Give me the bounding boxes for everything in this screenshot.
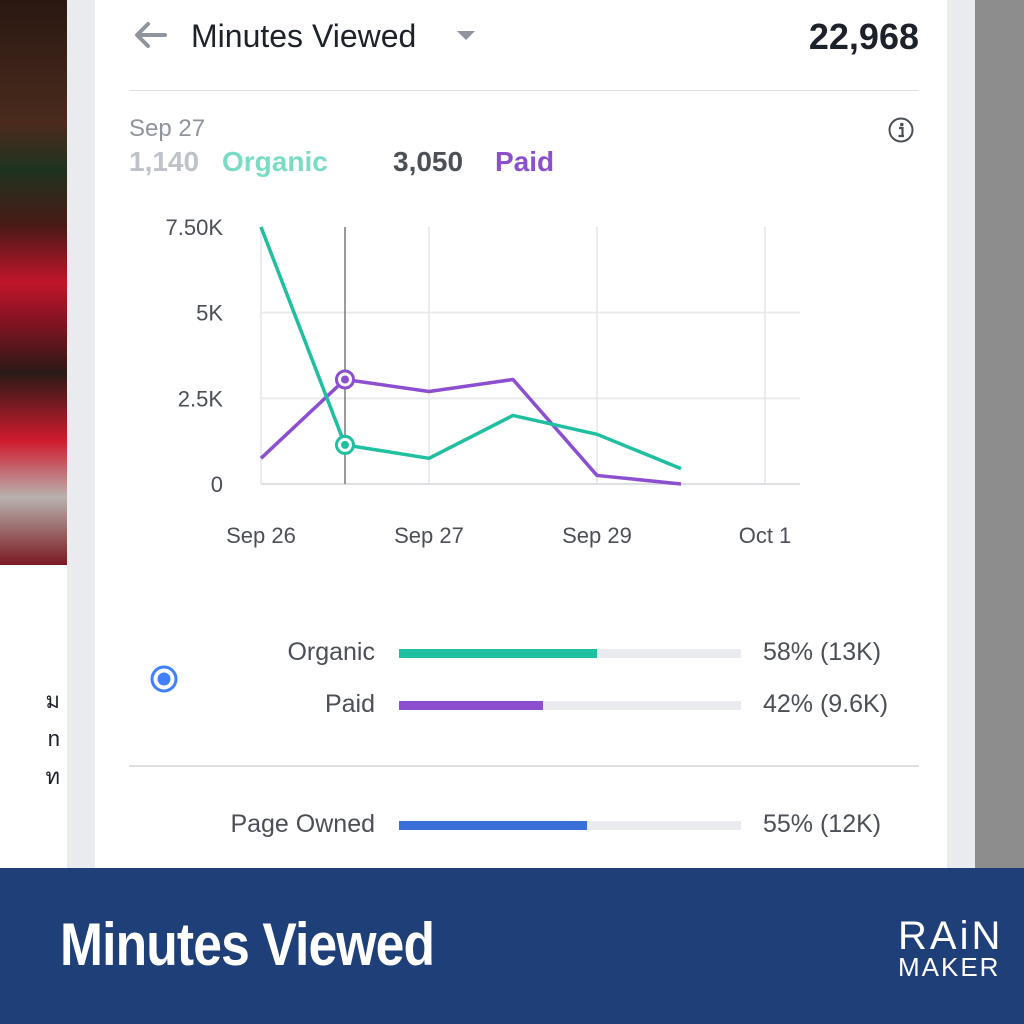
y-tick-label: 2.5K — [178, 386, 224, 411]
tooltip-paid-label: Paid — [495, 146, 555, 177]
y-tick-label: 7.50K — [166, 215, 224, 240]
post-text-fragment: ม n ท — [0, 682, 60, 796]
owned-bar — [399, 821, 741, 830]
post-photo — [0, 0, 67, 565]
highlight-marker-dot-paid — [341, 375, 349, 384]
x-tick-label: Sep 27 — [394, 523, 464, 548]
distribution-value-organic: 58% (13K) — [763, 638, 882, 666]
dropdown-caret-icon[interactable] — [457, 31, 475, 40]
distribution-fill-organic — [399, 649, 598, 658]
header-divider — [129, 90, 919, 91]
info-icon[interactable] — [888, 117, 914, 143]
series-line-paid — [259, 377, 682, 486]
insights-card: Minutes Viewed 22,968 Sep 27 1,140 Organ… — [95, 0, 947, 868]
tooltip-organic-value: 1,140 — [129, 146, 200, 177]
back-arrow-icon[interactable] — [133, 20, 167, 50]
distribution-bar-organic — [399, 649, 741, 658]
x-tick-label: Sep 29 — [562, 523, 632, 548]
distribution-value-paid: 42% (9.6K) — [763, 690, 889, 718]
owned-fill — [399, 821, 588, 830]
minutes-viewed-line-chart: 7.50K 5K 2.5K 0 Sep 26 Sep 27 Sep 29 Oct 1 — [166, 215, 800, 548]
tooltip-organic-label: Organic — [222, 146, 328, 177]
bottom-banner — [0, 868, 1024, 1024]
brand-logo-line2: MAKER — [898, 952, 1001, 982]
metric-title[interactable]: Minutes Viewed — [191, 18, 417, 54]
post-text-line: ม — [45, 688, 60, 713]
brand-logo-line1: RAiN — [898, 914, 1004, 958]
y-tick-label: 0 — [211, 472, 223, 497]
tooltip-date: Sep 27 — [129, 115, 206, 142]
distribution-bar-paid — [399, 701, 741, 710]
x-tick-label: Sep 26 — [226, 523, 296, 548]
section-divider — [129, 765, 919, 767]
series-line-organic — [259, 226, 682, 471]
post-text-line: ท — [45, 764, 60, 789]
left-post-panel: ม n ท — [0, 0, 67, 868]
radio-selected-icon[interactable] — [150, 665, 178, 693]
x-tick-label: Oct 1 — [739, 523, 792, 548]
distribution-label-organic: Organic — [287, 638, 375, 666]
banner-title: Minutes Viewed — [60, 911, 435, 978]
post-text-line: n — [47, 726, 60, 751]
tooltip-paid-value: 3,050 — [393, 146, 464, 177]
distribution-fill-paid — [399, 701, 543, 710]
distribution-label-paid: Paid — [324, 690, 375, 718]
y-tick-label: 5K — [196, 301, 223, 326]
owned-value: 55% (12K) — [763, 810, 882, 838]
owned-label: Page Owned — [230, 810, 375, 838]
highlight-marker-dot-organic — [341, 440, 349, 449]
metric-total: 22,968 — [808, 16, 919, 57]
